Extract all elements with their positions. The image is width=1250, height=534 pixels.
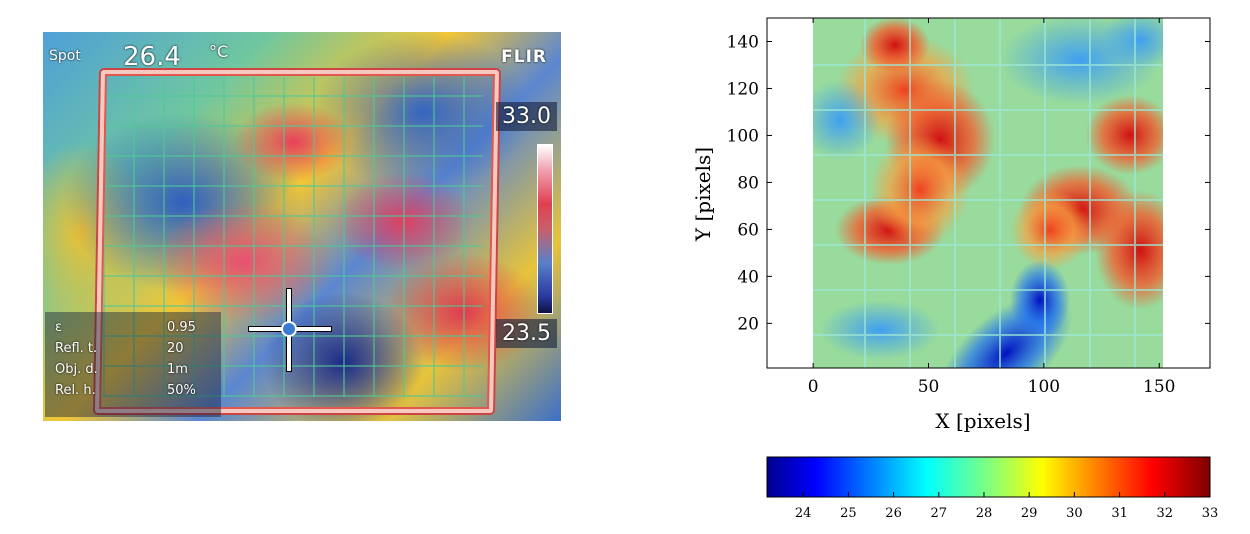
x-tick-label: 0 (808, 377, 819, 397)
x-tick-label: 150 (1143, 377, 1175, 397)
colorbar-tick-label: 25 (840, 506, 857, 521)
param-value-emissivity: 0.95 (167, 320, 196, 335)
colorbar (766, 456, 1211, 498)
axis-ticks (767, 18, 1210, 368)
y-tick-label: 80 (737, 173, 759, 193)
y-tick-label: 100 (727, 126, 759, 146)
param-value-obj-dist: 1m (167, 362, 188, 377)
colorbar-tick-label: 33 (1202, 506, 1219, 521)
panel-grid (103, 77, 483, 397)
y-tick-label: 20 (737, 314, 759, 334)
thermal-camera-image: Spot 26.4 °C FLIR 33.0 23.5 ε 0.95 Refl.… (43, 32, 561, 421)
y-axis-label: Y [pixels] (691, 147, 715, 242)
spot-crosshair-center (281, 321, 297, 337)
spot-value: 26.4 (123, 42, 181, 72)
spot-label: Spot (49, 48, 81, 64)
param-label-emissivity: ε (55, 320, 63, 335)
spot-unit: °C (209, 42, 229, 61)
param-label-refl-temp: Refl. t. (55, 341, 98, 356)
param-value-refl-temp: 20 (167, 341, 184, 356)
heatmap-image (813, 18, 1163, 368)
x-tick-label: 100 (1028, 377, 1060, 397)
flir-logo: FLIR (501, 47, 547, 67)
colorbar-tick-label: 30 (1066, 506, 1083, 521)
y-tick-label: 120 (727, 79, 759, 99)
param-value-rel-humidity: 50% (167, 383, 196, 398)
colorbar-tick-label: 29 (1021, 506, 1038, 521)
plot-axes-box (766, 17, 1211, 369)
colorbar-tick-label: 26 (885, 506, 902, 521)
colorbar-tick-label: 24 (795, 506, 812, 521)
scale-min-temp: 23.5 (496, 319, 557, 348)
colorbar-tick-label: 27 (931, 506, 948, 521)
y-tick-label: 60 (737, 220, 759, 240)
y-tick-label: 140 (727, 32, 759, 52)
scale-max-temp: 33.0 (496, 102, 557, 131)
colorbar-tick-label: 28 (976, 506, 993, 521)
param-label-obj-dist: Obj. d. (55, 362, 98, 377)
colorbar-tick-label: 31 (1111, 506, 1128, 521)
colorbar-tick-label: 32 (1157, 506, 1174, 521)
temperature-scale-bar (537, 144, 553, 314)
heatmap-figure: 0 50 100 150 20 40 60 80 100 120 140 X [pixels] Y … (691, 17, 1219, 521)
param-label-rel-humidity: Rel. h. (55, 383, 96, 398)
x-tick-label: 50 (918, 377, 940, 397)
camera-parameters-box: ε 0.95 Refl. t. 20 Obj. d. 1m Rel. h. 50… (45, 312, 221, 417)
y-tick-label: 40 (737, 267, 759, 287)
x-axis-label: X [pixels] (935, 409, 1030, 433)
